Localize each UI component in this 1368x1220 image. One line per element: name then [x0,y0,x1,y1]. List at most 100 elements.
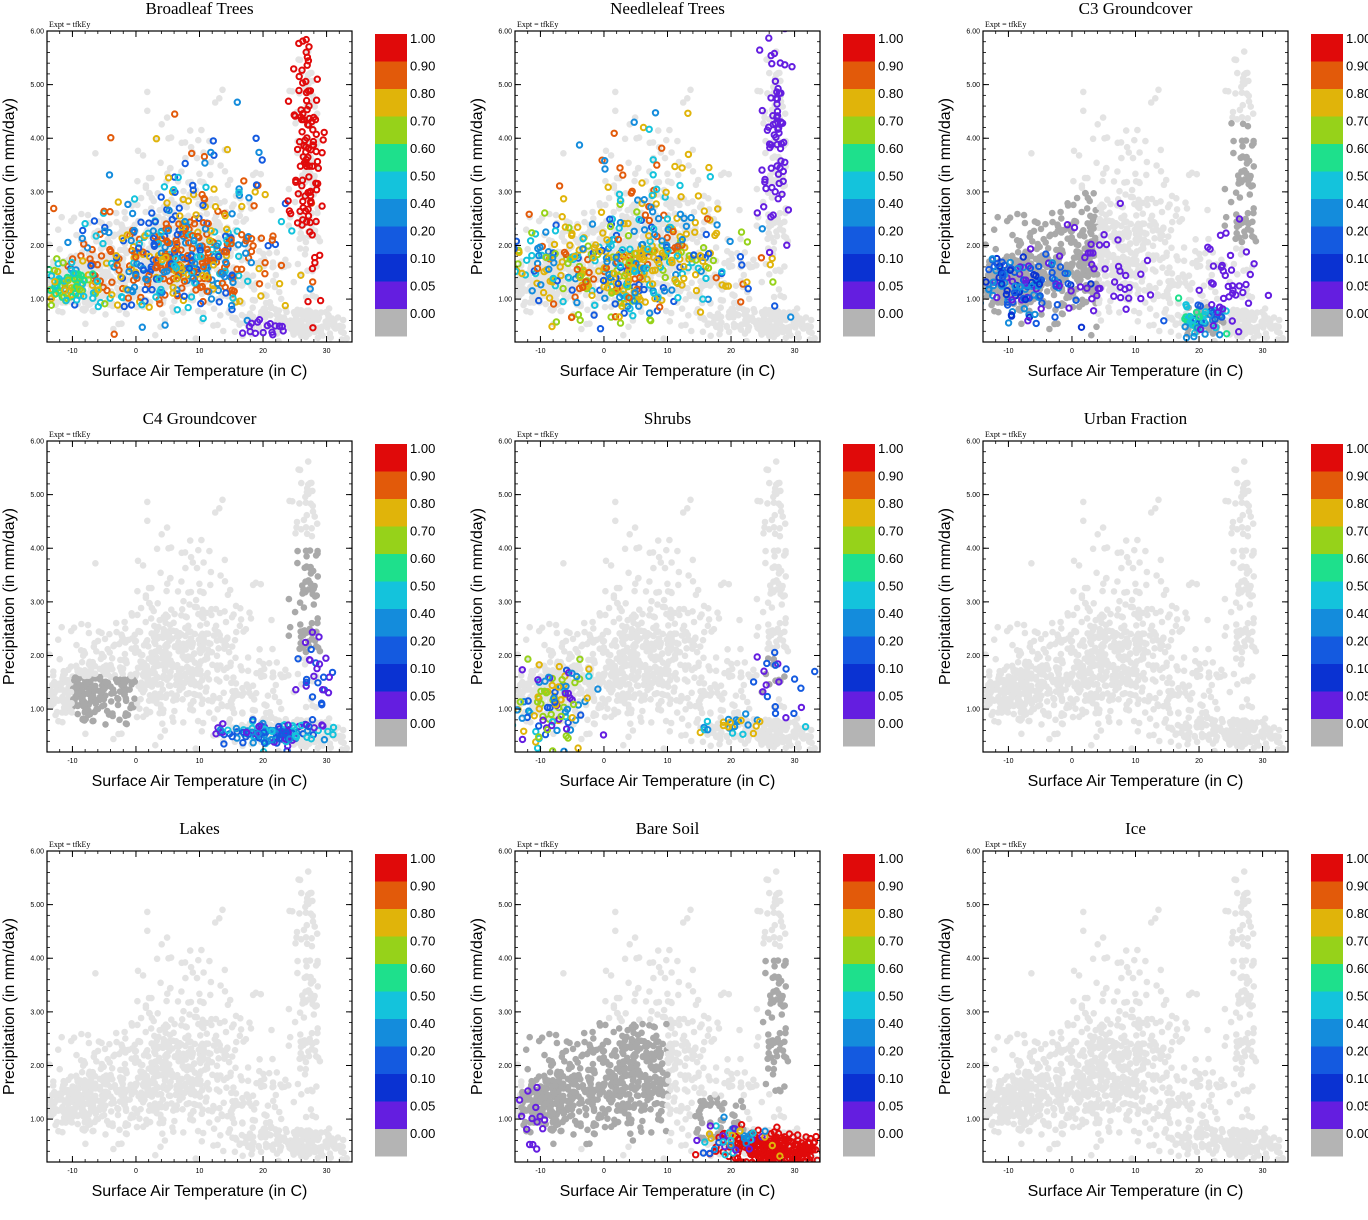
data-point-background [1057,209,1064,216]
data-point-background [798,320,805,327]
data-point [153,294,158,299]
data-point [251,203,256,208]
data-point-background [560,150,567,157]
data-point-background [1142,138,1149,145]
data-point [708,174,713,179]
data-point [757,47,762,52]
data-point-background [211,305,218,312]
data-point-background [1159,209,1166,216]
data-point-background [208,159,215,166]
data-point-background [777,210,784,217]
x-axis-label: Surface Air Temperature (in C) [92,363,308,380]
data-point [40,285,45,290]
data-point-background [976,257,983,264]
data-point [162,322,167,327]
colorbar-swatch [375,199,407,227]
data-point [679,165,684,170]
data-point-background [1211,338,1218,345]
data-point-background [260,251,267,258]
data-point-background [369,318,376,325]
data-point [510,226,515,231]
colorbar-swatch [843,172,875,200]
data-point-background [1239,143,1246,150]
data-point [211,186,216,191]
data-point-background [551,371,558,378]
data-point [529,253,534,258]
data-point [300,38,305,43]
data-point [285,198,290,203]
data-point-background [780,227,787,234]
x-tick-label: 20 [727,348,735,355]
data-point-background [302,327,309,334]
data-point-background [1162,239,1169,246]
colorbar-label: 0.70 [410,113,435,128]
data-point-background [1254,329,1261,336]
data-point-background [1275,323,1282,330]
data-point [1034,321,1039,326]
data-point [186,198,191,203]
data-point-background [208,196,215,203]
data-point-background [737,236,744,243]
data-point-background [195,137,202,144]
data-point-background [1174,206,1181,213]
data-point [719,269,724,274]
data-point [746,286,751,291]
data-point-background [762,150,769,157]
data-point [639,180,644,185]
data-point-background [1133,257,1140,264]
data-point-background [1166,264,1173,271]
data-point-background [232,329,239,336]
data-point-background [1180,271,1187,278]
data-point-background [1186,172,1193,179]
data-point [773,189,778,194]
data-point-background [1266,320,1273,327]
data-point-background [1161,182,1168,189]
data-point [529,230,534,235]
data-point-background [1196,251,1203,258]
y-axis-label: Precipitation (in mm/day) [469,98,486,275]
data-point [102,301,107,306]
data-point-background [1140,210,1147,217]
data-point [738,254,743,259]
colorbar-swatch [843,89,875,117]
data-point-background [1239,308,1246,315]
data-point-background [138,195,145,202]
colorbar-label: 0.60 [410,141,435,156]
data-point-background [1163,306,1170,313]
experiment-label: Expt = tfkEy [49,20,90,29]
colorbar-swatch [843,199,875,227]
data-point-background [664,171,671,178]
data-point [315,77,320,82]
data-point-background [596,200,603,207]
data-point-background [1071,238,1078,245]
data-point [578,318,583,323]
data-point-background [1222,222,1229,229]
data-point [295,147,300,152]
data-point-background [1111,178,1118,185]
data-point [213,204,218,209]
data-point-background [134,178,141,185]
data-point-background [249,304,256,311]
data-point [32,290,37,295]
data-point-background [558,308,565,315]
data-point [147,305,152,310]
data-point-background [258,171,265,178]
data-point-background [1168,278,1175,285]
data-point [314,187,319,192]
data-point-background [1280,335,1287,342]
data-point-background [757,88,764,95]
data-point-background [707,333,714,340]
data-point [745,239,750,244]
data-point [317,253,322,258]
data-point-background [1253,238,1260,245]
data-point-background [603,148,610,155]
data-point-background [1136,310,1143,317]
data-point-background [1074,269,1081,276]
data-point [115,302,120,307]
data-point-background [759,309,766,316]
data-point-background [688,280,695,287]
data-point-background [295,327,302,334]
data-point-background [1231,261,1238,268]
data-point [283,303,288,308]
